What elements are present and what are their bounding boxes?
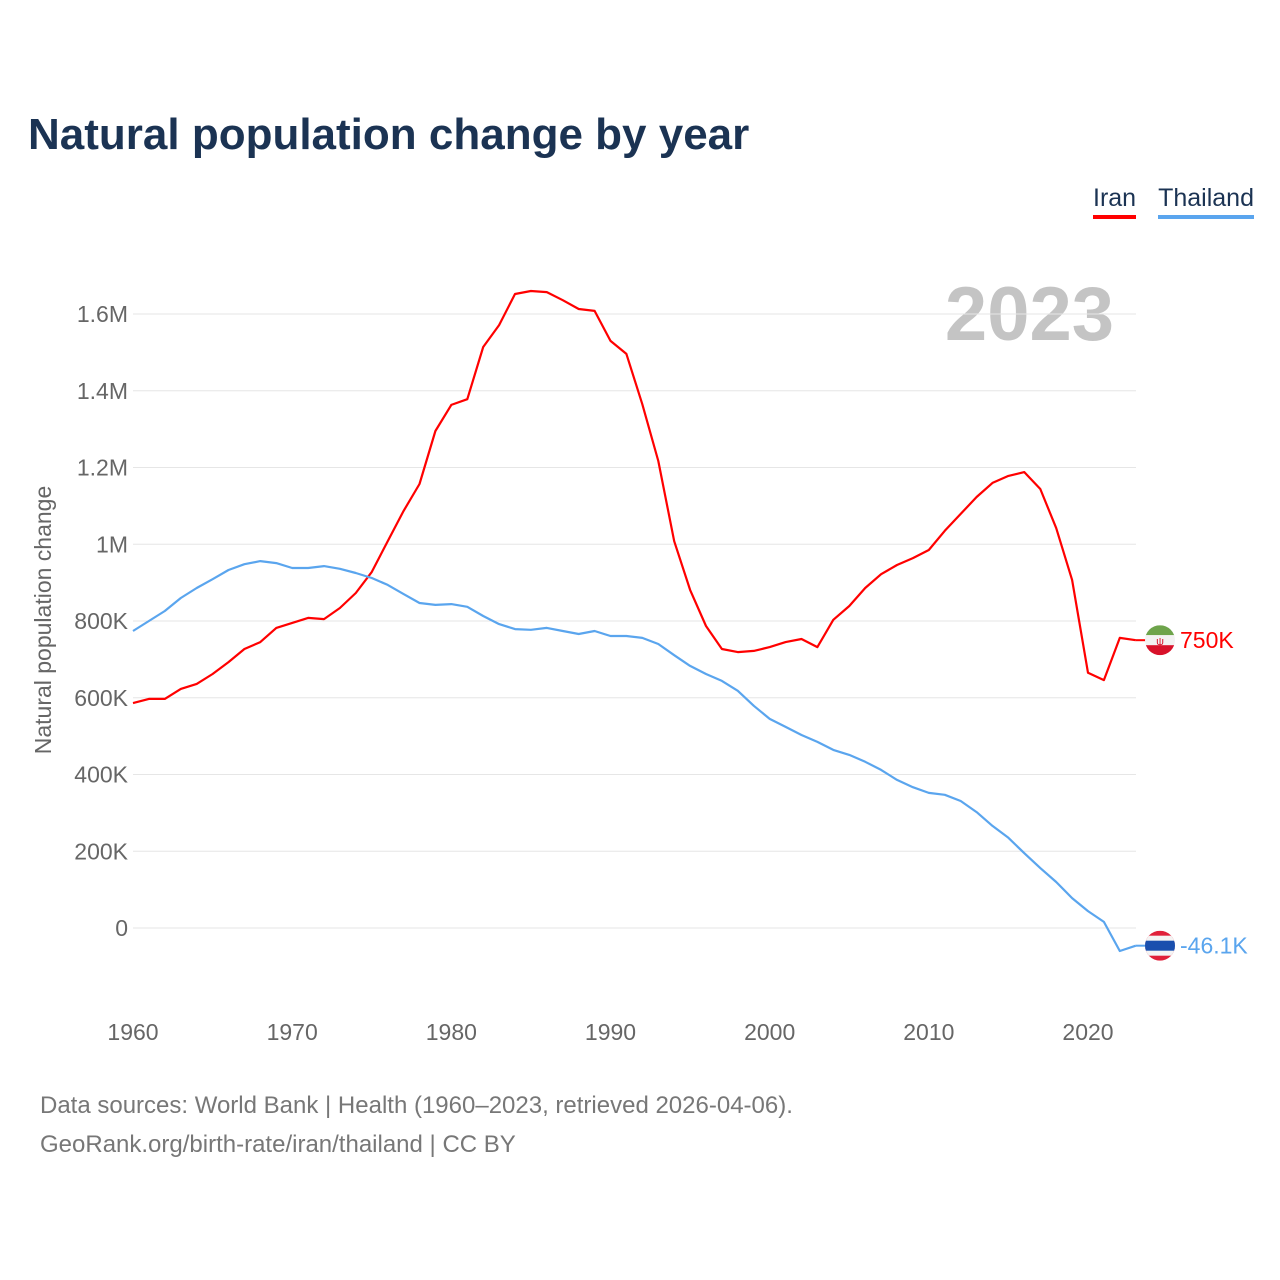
- x-tick-label: 1980: [426, 1019, 477, 1045]
- y-tick-label: 0: [115, 915, 128, 941]
- legend-item-iran[interactable]: Iran: [1093, 184, 1137, 219]
- y-tick-label: 200K: [74, 838, 128, 864]
- y-tick-label: 800K: [74, 608, 128, 634]
- x-tick-label: 1970: [267, 1019, 318, 1045]
- thailand-flag-icon: [1145, 930, 1175, 961]
- attribution-link[interactable]: GeoRank.org/birth-rate/iran/thailand | C…: [40, 1131, 516, 1158]
- y-tick-label: 400K: [74, 762, 128, 788]
- y-tick-label: 1.2M: [77, 455, 128, 481]
- footer: Data sources: World Bank | Health (1960–…: [40, 1086, 793, 1164]
- svg-text:ψ: ψ: [1156, 636, 1164, 648]
- y-tick-label: 600K: [74, 685, 128, 711]
- x-tick-label: 2020: [1062, 1019, 1113, 1045]
- data-source-note: Data sources: World Bank | Health (1960–…: [40, 1092, 793, 1119]
- end-value-label-thailand: -46.1K: [1180, 933, 1248, 959]
- iran-flag-icon: ψ: [1145, 625, 1175, 656]
- x-tick-label: 1960: [107, 1019, 158, 1045]
- legend-item-thailand[interactable]: Thailand: [1158, 184, 1254, 219]
- x-tick-label: 2010: [903, 1019, 954, 1045]
- x-tick-label: 1990: [585, 1019, 636, 1045]
- x-tick-label: 2000: [744, 1019, 795, 1045]
- series-line-iran: [132, 289, 1136, 705]
- y-tick-label: 1.6M: [77, 301, 128, 327]
- y-axis-label: Natural population change: [30, 486, 56, 755]
- y-tick-label: 1.4M: [77, 378, 128, 404]
- series-line-thailand: [132, 559, 1137, 953]
- legend: Iran Thailand: [1093, 184, 1254, 219]
- chart-title: Natural population change by year: [28, 110, 750, 159]
- end-value-label-iran: 750K: [1180, 627, 1234, 653]
- y-tick-label: 1M: [96, 531, 128, 557]
